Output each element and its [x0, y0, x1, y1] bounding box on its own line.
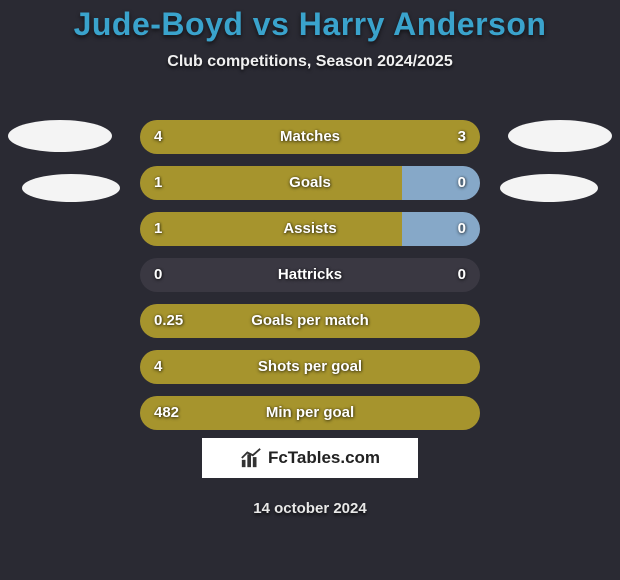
- stat-label: Goals per match: [140, 304, 480, 338]
- player-left-shape-1: [8, 120, 112, 152]
- stats-container: 43Matches 10Goals 10Assists 00Hattricks 0.25…: [140, 120, 480, 442]
- stat-label: Goals: [140, 166, 480, 200]
- bars-icon: [240, 447, 262, 469]
- stat-row: 10Assists: [140, 212, 480, 246]
- stat-label: Hattricks: [140, 258, 480, 292]
- player-right-shape-2: [500, 174, 598, 202]
- subtitle: Club competitions, Season 2024/2025: [0, 53, 620, 71]
- stat-label: Matches: [140, 120, 480, 154]
- player-left-shape-2: [22, 174, 120, 202]
- page-title: Jude-Boyd vs Harry Anderson: [0, 0, 620, 43]
- stat-label: Shots per goal: [140, 350, 480, 384]
- player-right-shape-1: [508, 120, 612, 152]
- stat-row: 482Min per goal: [140, 396, 480, 430]
- stat-row: 43Matches: [140, 120, 480, 154]
- date-label: 14 october 2024: [0, 500, 620, 517]
- stat-row: 00Hattricks: [140, 258, 480, 292]
- stat-label: Assists: [140, 212, 480, 246]
- stat-row: 10Goals: [140, 166, 480, 200]
- brand-label: FcTables.com: [268, 448, 380, 468]
- brand-badge[interactable]: FcTables.com: [202, 438, 418, 478]
- stat-row: 0.25Goals per match: [140, 304, 480, 338]
- stat-label: Min per goal: [140, 396, 480, 430]
- stat-row: 4Shots per goal: [140, 350, 480, 384]
